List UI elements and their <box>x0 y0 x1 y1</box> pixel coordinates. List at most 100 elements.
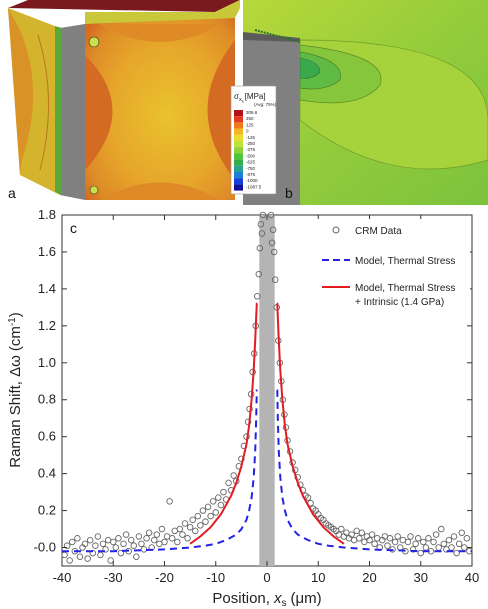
cube-via-edge <box>55 26 62 195</box>
crm-data-point <box>179 531 186 538</box>
crm-data-point <box>212 509 219 516</box>
y-tick-label: -0.0 <box>34 540 56 555</box>
zoom-via-top <box>243 32 300 42</box>
panel-a-cube: a <box>8 0 240 201</box>
cube-front-contour-left <box>85 55 113 170</box>
colorbar-swatch <box>234 128 243 135</box>
cube-hotspot-top <box>88 36 100 48</box>
crm-data-point <box>145 529 153 536</box>
crm-data-point <box>270 248 278 256</box>
crm-data-point <box>107 557 114 564</box>
crm-data-point <box>267 211 275 219</box>
x-tick-label: -10 <box>206 570 225 585</box>
colorbar-tick-label: -250 <box>246 141 256 146</box>
crm-data-point <box>81 540 89 548</box>
crm-data-point <box>220 488 227 496</box>
via-shaded-region <box>259 215 275 566</box>
y-tick-label: 1.8 <box>38 207 56 222</box>
colorbar-tick-label: 0 <box>246 129 249 134</box>
y-tick-label: 0.8 <box>38 392 56 407</box>
crm-data-point <box>412 540 419 548</box>
crm-data-point <box>430 538 437 546</box>
crm-data-point <box>94 533 102 540</box>
colorbar-swatch <box>234 110 243 117</box>
crm-data-point <box>391 538 399 546</box>
crm-data-point <box>174 538 181 546</box>
crm-data-point <box>186 523 194 531</box>
y-tick-label: 0.2 <box>38 503 56 518</box>
cube-top-edge <box>85 0 240 24</box>
crm-data-point <box>404 538 412 546</box>
colorbar-swatch <box>234 172 243 179</box>
crm-data-point <box>455 540 463 548</box>
crm-data-point <box>133 553 140 561</box>
panel-a-label: a <box>8 185 16 201</box>
colorbar-swatch <box>234 165 243 172</box>
colorbar-swatch <box>234 134 243 141</box>
crm-data-point <box>271 276 279 283</box>
crm-data-point <box>338 525 345 533</box>
crm-data-point <box>143 535 150 542</box>
colorbar-swatch <box>234 153 243 160</box>
crm-data-point <box>189 516 196 524</box>
colorbar-tick-label: -750 <box>246 166 256 171</box>
x-tick-label: 40 <box>465 570 479 585</box>
crm-data-point <box>120 540 127 548</box>
y-axis-label-close: ) <box>7 312 24 317</box>
crm-data-point <box>76 553 84 561</box>
colorbar-swatch <box>234 141 243 148</box>
cube-hotspot-bottom <box>89 185 99 195</box>
legend-label-intrinsic: Model, Thermal Stress <box>355 283 455 294</box>
crm-data-point <box>371 540 378 548</box>
crm-data-point <box>181 520 189 527</box>
crm-data-point <box>202 518 209 525</box>
y-axis-label-units: (cm <box>7 326 24 351</box>
colorbar-swatch <box>234 147 243 154</box>
crm-data-point <box>209 498 217 505</box>
zoom-via-edge <box>254 29 301 43</box>
legend-marker-crm <box>332 226 340 234</box>
crm-data-point <box>158 525 166 533</box>
colorbar-tick-label: -1087.5 <box>246 184 262 189</box>
crm-data-point <box>230 472 237 479</box>
crm-data-point <box>358 529 366 536</box>
colorbar-tick-label: -125 <box>246 135 256 140</box>
crm-data-point <box>109 538 117 546</box>
crm-data-point <box>463 535 471 542</box>
crm-data-point <box>257 220 265 228</box>
crm-data-point <box>86 536 94 544</box>
x-tick-label: 20 <box>362 570 376 585</box>
y-axis-label-sup: -1 <box>7 317 18 326</box>
colorbar-tick-label: 250 <box>246 116 254 121</box>
crm-data-point <box>420 538 427 546</box>
crm-data-point <box>217 501 225 509</box>
crm-data-point <box>176 525 184 533</box>
y-tick-label: 1.6 <box>38 244 56 259</box>
cube-via <box>60 24 85 200</box>
crm-data-point <box>135 533 143 540</box>
colorbar-tick-label: -1000 <box>246 178 258 183</box>
crm-data-point <box>407 533 414 540</box>
crm-data-point <box>244 418 252 426</box>
x-tick-label: -30 <box>104 570 123 585</box>
crm-data-point <box>215 494 222 501</box>
crm-data-point <box>191 527 199 535</box>
crm-data-point <box>438 525 445 533</box>
colorbar-title-sub: x <box>239 97 242 103</box>
crm-data-point <box>115 535 122 542</box>
x-axis-label-prefix: Position, <box>212 590 270 607</box>
x-axis-ticks: -40 -30 -20 -10 0 10 20 30 40 <box>53 215 479 585</box>
cube-left-contour <box>8 8 34 175</box>
crm-data-point <box>366 536 373 544</box>
x-tick-label: 0 <box>263 570 270 585</box>
y-tick-label: 1.0 <box>38 355 56 370</box>
colorbar-title-subsub: s <box>242 99 244 104</box>
crm-data-point <box>138 540 145 548</box>
crm-data-point <box>117 549 125 557</box>
crm-data-point <box>268 239 276 246</box>
crm-data-point <box>122 531 130 538</box>
y-tick-label: 1.2 <box>38 318 56 333</box>
crm-data-point <box>458 529 466 536</box>
legend-label-crm: CRM Data <box>355 226 402 237</box>
